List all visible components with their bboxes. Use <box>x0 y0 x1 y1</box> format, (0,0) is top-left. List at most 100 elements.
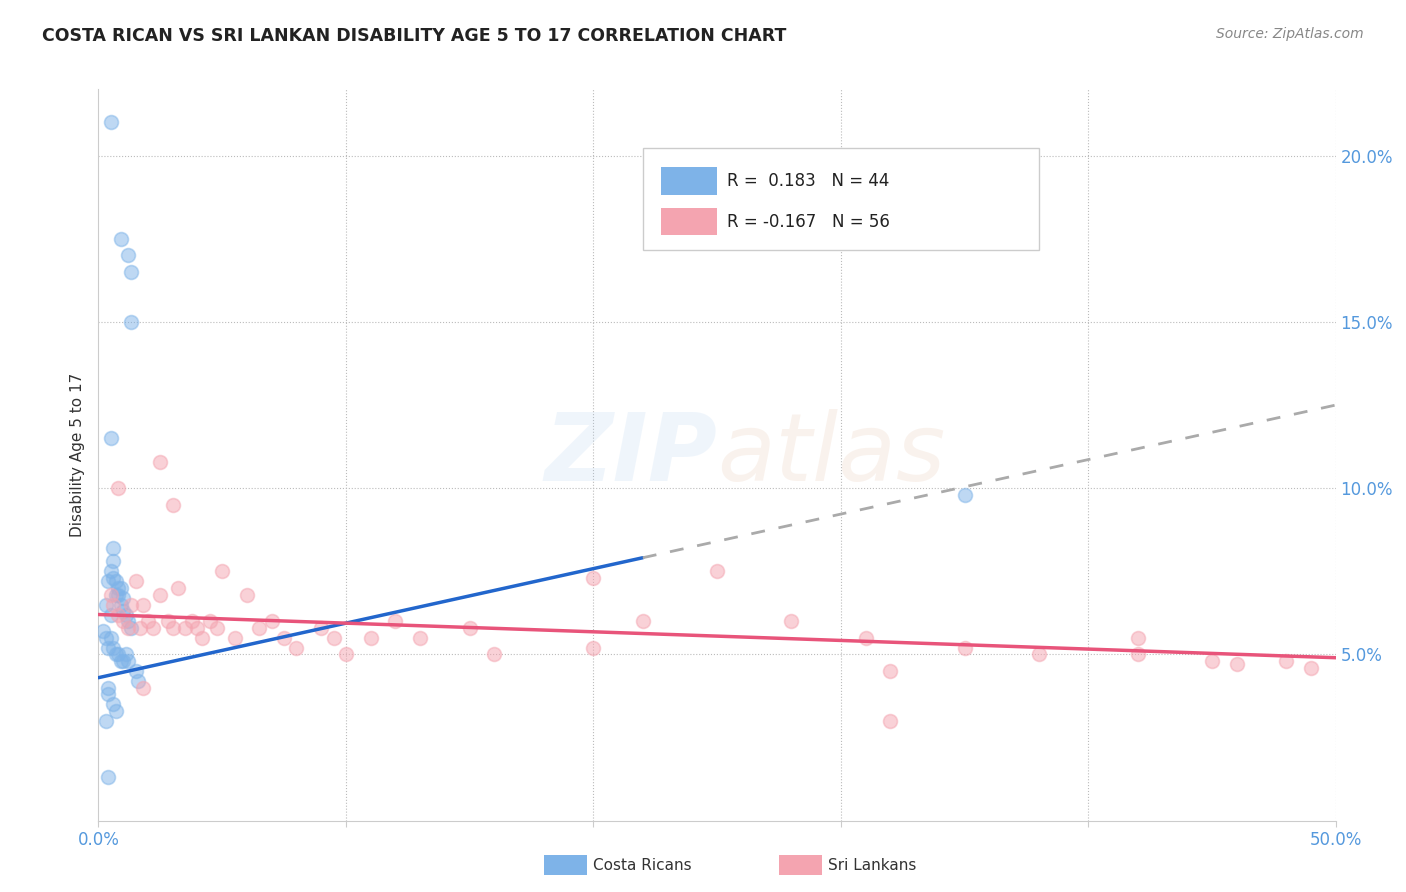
Point <box>211 564 233 578</box>
Point <box>285 640 308 655</box>
Point <box>94 598 117 612</box>
Point <box>149 588 172 602</box>
Bar <box>661 208 717 235</box>
Point <box>120 598 142 612</box>
Point <box>117 614 139 628</box>
Point <box>103 640 125 655</box>
Point <box>174 621 197 635</box>
Point <box>1201 654 1223 668</box>
Point <box>110 581 132 595</box>
Point <box>112 604 135 618</box>
Text: COSTA RICAN VS SRI LANKAN DISABILITY AGE 5 TO 17 CORRELATION CHART: COSTA RICAN VS SRI LANKAN DISABILITY AGE… <box>42 27 786 45</box>
Point <box>107 581 129 595</box>
Point <box>104 588 127 602</box>
Point <box>706 564 728 578</box>
Point <box>103 554 125 568</box>
Point <box>484 648 506 662</box>
FancyBboxPatch shape <box>643 148 1039 250</box>
Point <box>162 498 184 512</box>
Point <box>879 714 901 728</box>
Point <box>236 588 259 602</box>
Point <box>1275 654 1298 668</box>
Point <box>103 698 125 712</box>
Text: Costa Ricans: Costa Ricans <box>593 858 692 872</box>
Point <box>953 488 976 502</box>
Point <box>94 714 117 728</box>
Point <box>110 598 132 612</box>
Point <box>247 621 270 635</box>
Point <box>1126 631 1149 645</box>
Point <box>224 631 246 645</box>
Point <box>112 654 135 668</box>
Text: Sri Lankans: Sri Lankans <box>828 858 917 872</box>
Point <box>360 631 382 645</box>
Point <box>162 621 184 635</box>
Point <box>117 654 139 668</box>
Point <box>112 614 135 628</box>
Point <box>93 624 115 639</box>
Bar <box>661 168 717 195</box>
Point <box>97 681 120 695</box>
Point <box>103 571 125 585</box>
Point <box>100 115 122 129</box>
Point <box>142 621 165 635</box>
Point <box>107 607 129 622</box>
Point <box>114 648 136 662</box>
Point <box>97 687 120 701</box>
Point <box>97 574 120 589</box>
Text: R = -0.167   N = 56: R = -0.167 N = 56 <box>727 212 890 231</box>
Point <box>100 588 122 602</box>
Text: atlas: atlas <box>717 409 945 500</box>
Point <box>120 315 142 329</box>
Point <box>120 265 142 279</box>
Point <box>132 598 155 612</box>
Point <box>205 621 228 635</box>
Point <box>149 454 172 468</box>
Point <box>186 621 208 635</box>
Point <box>322 631 344 645</box>
Point <box>384 614 406 628</box>
Point <box>114 607 136 622</box>
Point <box>409 631 432 645</box>
Point <box>198 614 221 628</box>
Point <box>94 631 117 645</box>
Point <box>104 574 127 589</box>
Point <box>129 621 152 635</box>
Point <box>103 598 125 612</box>
Point <box>166 581 188 595</box>
Point <box>191 631 214 645</box>
Point <box>120 621 142 635</box>
Text: ZIP: ZIP <box>544 409 717 501</box>
Point <box>309 621 332 635</box>
Bar <box>779 855 823 876</box>
Point <box>1226 657 1249 672</box>
Point <box>117 621 139 635</box>
Point <box>107 588 129 602</box>
Point <box>582 571 605 585</box>
Point <box>855 631 877 645</box>
Point <box>110 654 132 668</box>
Point <box>104 704 127 718</box>
Y-axis label: Disability Age 5 to 17: Disability Age 5 to 17 <box>70 373 86 537</box>
Point <box>1126 648 1149 662</box>
Point <box>631 614 654 628</box>
Point <box>132 681 155 695</box>
Point <box>124 664 146 678</box>
Point <box>124 574 146 589</box>
Point <box>100 431 122 445</box>
Point <box>582 640 605 655</box>
Point <box>110 232 132 246</box>
Point <box>103 541 125 555</box>
Point <box>117 248 139 262</box>
Point <box>97 640 120 655</box>
Point <box>335 648 357 662</box>
Point <box>112 591 135 605</box>
Point <box>1028 648 1050 662</box>
Text: R =  0.183   N = 44: R = 0.183 N = 44 <box>727 172 890 190</box>
Point <box>100 607 122 622</box>
Point <box>100 631 122 645</box>
Point <box>97 771 120 785</box>
Bar <box>544 855 588 876</box>
Point <box>273 631 295 645</box>
Point <box>136 614 159 628</box>
